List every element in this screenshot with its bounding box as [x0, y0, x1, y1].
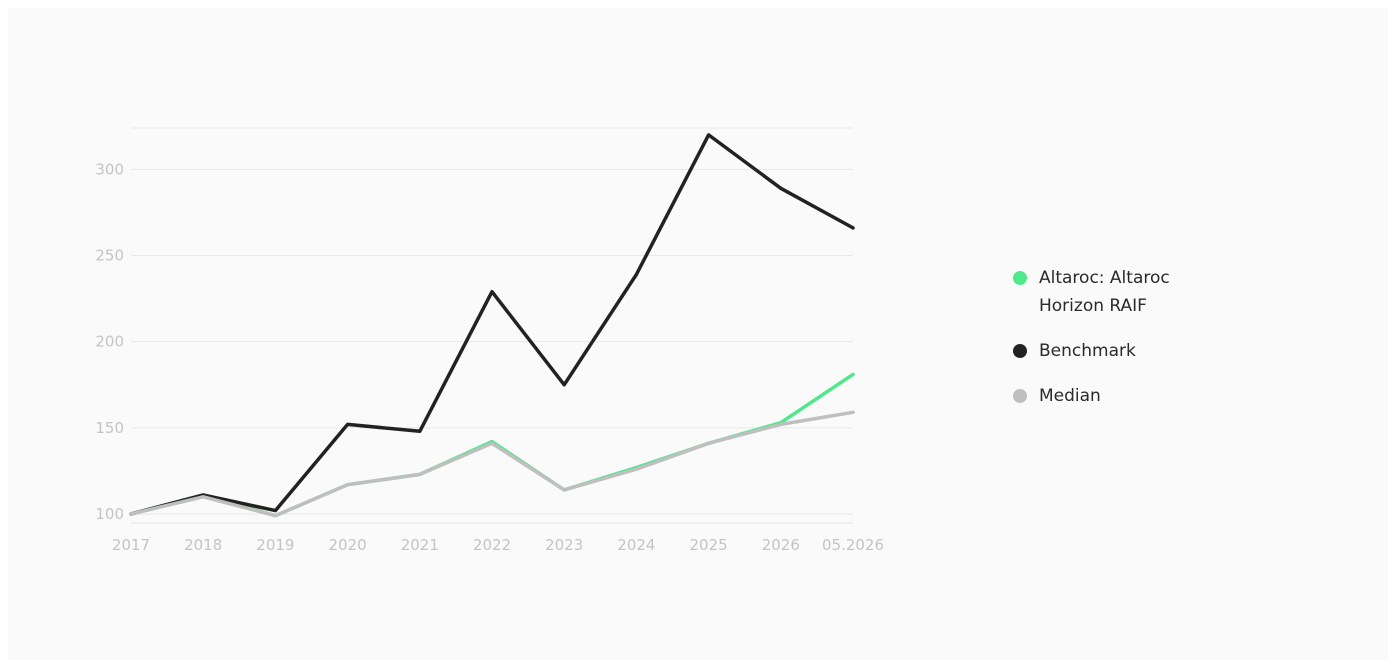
y-tick-label: 150 — [95, 419, 124, 437]
x-tick-label: 2021 — [401, 536, 439, 554]
x-tick-label: 2017 — [112, 536, 150, 554]
x-tick-label: 2023 — [545, 536, 583, 554]
x-tick-label: 05.2026 — [822, 536, 884, 554]
legend-item-benchmark[interactable]: Benchmark — [1013, 337, 1233, 365]
x-tick-label: 2024 — [617, 536, 655, 554]
y-tick-label: 200 — [95, 333, 124, 351]
y-tick-label: 300 — [95, 160, 124, 178]
x-axis-ticks: 2017 2018 2019 2020 2021 2022 2023 2024 2025 2026… — [112, 536, 884, 554]
legend-label-altaroc: Altaroc: Altaroc Horizon RAIF — [1039, 268, 1170, 316]
x-tick-label: 2019 — [256, 536, 294, 554]
chart-panel — [8, 7, 1388, 660]
x-tick-label: 2018 — [184, 536, 222, 554]
y-tick-label: 250 — [95, 247, 124, 265]
series-line-benchmark[interactable] — [129, 133, 855, 516]
legend-label-benchmark: Benchmark — [1039, 341, 1136, 361]
x-tick-label: 2022 — [473, 536, 511, 554]
x-tick-label: 2025 — [690, 536, 728, 554]
series-lines — [129, 133, 855, 518]
series-line-median[interactable] — [129, 410, 855, 518]
x-tick-label: 2020 — [329, 536, 367, 554]
legend-item-median[interactable]: Median — [1013, 382, 1233, 410]
y-tick-label: 100 — [95, 505, 124, 523]
legend-item-altaroc[interactable]: Altaroc: Altaroc Horizon RAIF — [1013, 264, 1233, 320]
x-tick-label: 2026 — [762, 536, 800, 554]
gridlines — [131, 127, 853, 524]
legend: Altaroc: Altaroc Horizon RAIF Benchmark … — [1013, 264, 1233, 427]
legend-dot-altaroc — [1013, 271, 1027, 285]
legend-dot-benchmark — [1013, 344, 1027, 358]
y-axis-ticks: 100 150 200 250 300 — [95, 160, 124, 523]
legend-label-median: Median — [1039, 386, 1101, 406]
legend-dot-median — [1013, 389, 1027, 403]
